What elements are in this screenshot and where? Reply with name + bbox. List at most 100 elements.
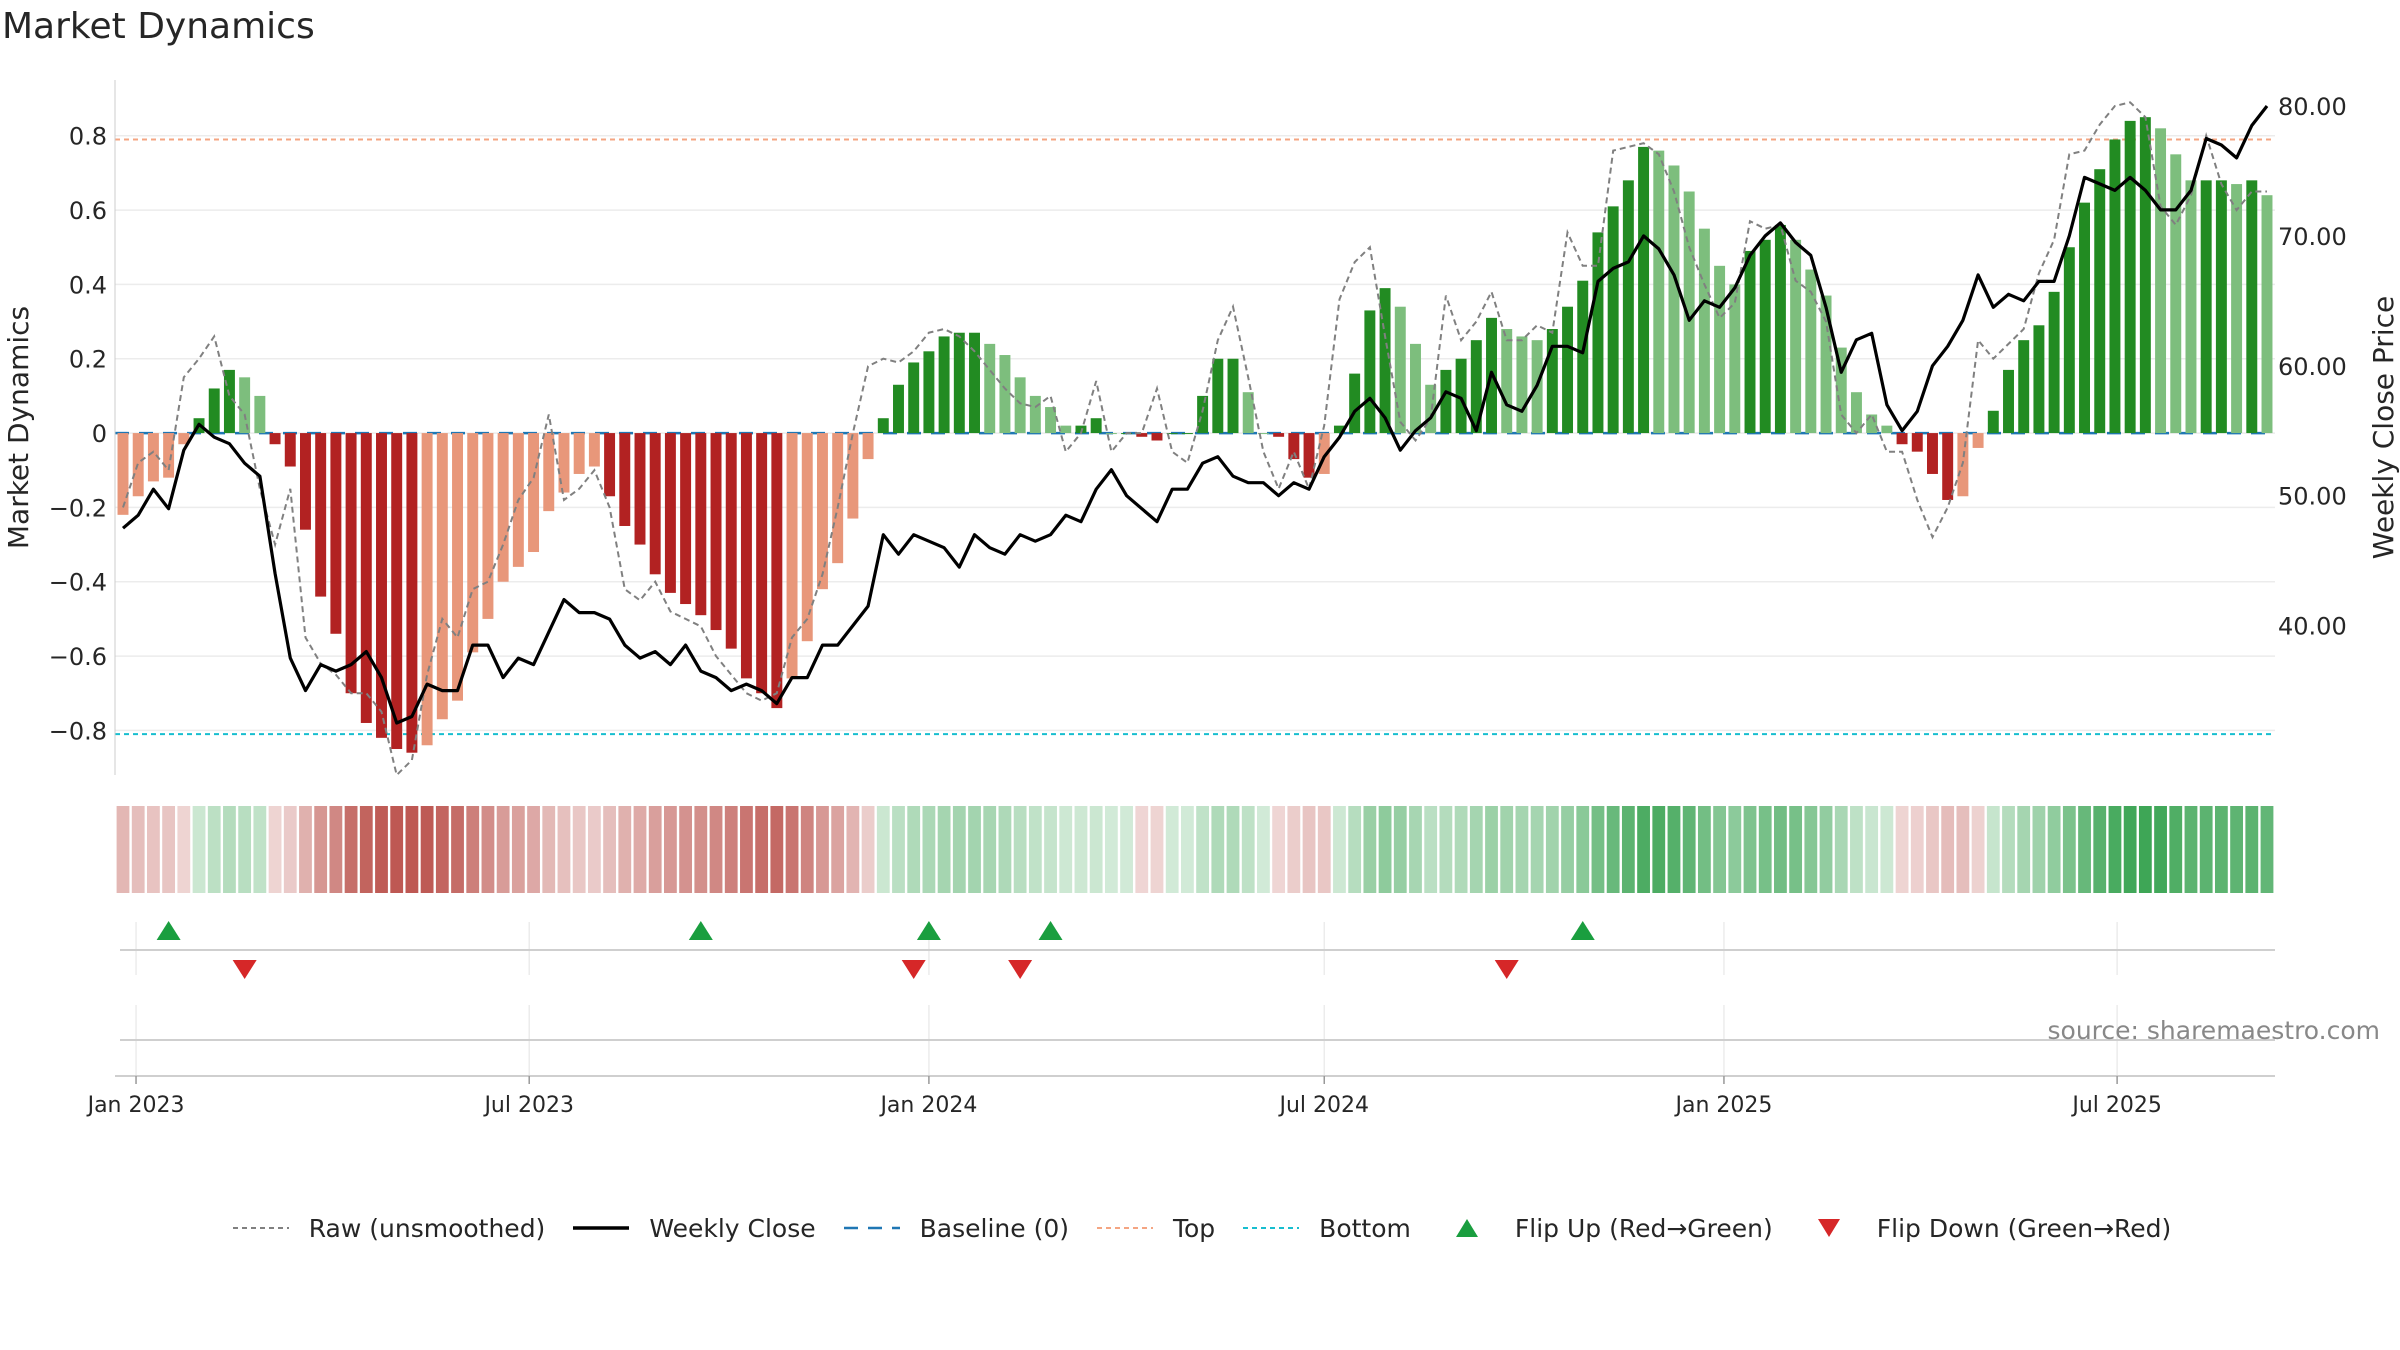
heat-cell	[998, 806, 1012, 893]
y-left-tick-label: 0	[92, 420, 107, 448]
bar	[315, 433, 327, 597]
legend-item-baseline: Baseline (0)	[840, 1214, 1069, 1243]
y-left-tick-label: −0.6	[49, 643, 107, 671]
heat-cell	[816, 806, 829, 893]
regime-heat-strip	[116, 806, 2274, 893]
heat-cell	[238, 806, 252, 893]
heat-cell	[481, 806, 495, 893]
source-credit: source: sharemaestro.com	[2047, 1016, 2381, 1045]
bar	[1014, 377, 1026, 434]
bar	[1333, 425, 1345, 434]
heat-cell	[1485, 806, 1498, 893]
heat-cell	[1317, 806, 1331, 893]
heat-cell	[1652, 806, 1666, 893]
legend-key-baseline	[843, 1226, 900, 1230]
heat-cell	[1135, 806, 1149, 893]
heat-cell	[1743, 806, 1757, 893]
heat-cell	[390, 806, 404, 893]
bar	[1394, 306, 1406, 434]
bar	[1075, 425, 1087, 434]
heat-cell	[375, 806, 388, 893]
bar	[1516, 336, 1528, 434]
bar	[2094, 169, 2106, 434]
heat-cell	[831, 806, 845, 893]
heat-cell	[131, 806, 145, 893]
heat-cell	[2199, 806, 2213, 893]
heat-cell	[2245, 806, 2259, 893]
heat-cell	[587, 806, 601, 893]
bar	[740, 433, 752, 679]
bar	[1942, 433, 1954, 500]
flip-down-marker	[1494, 960, 1519, 979]
bar	[847, 433, 859, 519]
heat-cell	[1682, 806, 1696, 893]
heat-cell	[968, 806, 981, 893]
bar	[680, 433, 692, 605]
heat-cell	[2078, 806, 2091, 893]
heat-cell	[496, 806, 510, 893]
heat-cell	[359, 806, 373, 893]
legend-item-close: Weekly Close	[569, 1213, 816, 1243]
bar	[1562, 306, 1574, 434]
bar	[1105, 433, 1117, 435]
bar	[953, 332, 965, 434]
bar	[771, 433, 783, 709]
bar	[1729, 284, 1741, 434]
heat-cell	[1606, 806, 1620, 893]
heat-cell	[1576, 806, 1590, 893]
x-tick-label: Jan 2023	[86, 1093, 185, 1118]
bar	[604, 433, 616, 497]
legend-label: Bottom	[1319, 1213, 1411, 1243]
bar	[391, 433, 403, 749]
legend-item-raw: Raw (unsmoothed)	[229, 1214, 545, 1243]
heat-cell	[572, 806, 586, 893]
bar	[1181, 433, 1193, 435]
heat-cell	[466, 806, 480, 893]
bar	[832, 433, 844, 564]
bar	[923, 351, 935, 434]
legend-label: Baseline (0)	[919, 1213, 1069, 1243]
x-tick-label: Jan 2025	[1673, 1093, 1772, 1118]
bar	[2200, 180, 2212, 434]
bar	[1318, 433, 1330, 474]
legend-key-top	[1096, 1227, 1153, 1229]
heat-cell	[1713, 806, 1726, 893]
heat-cell	[2123, 806, 2137, 893]
legend-key-raw	[232, 1227, 289, 1229]
bar	[1927, 433, 1938, 474]
heat-cell	[633, 806, 647, 893]
raw-series-line	[122, 101, 2267, 777]
bar	[862, 433, 874, 460]
heat-cell	[1424, 806, 1438, 893]
bar	[1881, 425, 1893, 434]
heat-cell	[451, 806, 464, 893]
heat-cell	[1819, 806, 1833, 893]
y-right-axis-title: Weekly Close Price	[2367, 296, 2400, 559]
bar	[254, 395, 266, 434]
heat-cell	[1697, 806, 1711, 893]
bar	[299, 433, 311, 530]
legend-label: Weekly Close	[649, 1213, 816, 1243]
flip-up-marker	[1038, 921, 1063, 940]
heat-cell	[1257, 806, 1270, 893]
heat-cell	[2184, 806, 2198, 893]
heat-cell	[329, 806, 343, 893]
heat-cell	[1895, 806, 1909, 893]
flip-down-marker	[901, 960, 926, 979]
bar	[543, 433, 555, 512]
y-left-tick-label: 0.4	[69, 271, 107, 299]
heat-cell	[1789, 806, 1803, 893]
heat-cell	[740, 806, 753, 893]
bar	[1349, 373, 1361, 434]
heat-cell	[207, 806, 221, 893]
y-left-axis-title: Market Dynamics	[2, 306, 35, 549]
bar	[269, 433, 281, 445]
bar	[2109, 139, 2121, 434]
bar	[1136, 433, 1148, 437]
bar	[1805, 269, 1817, 434]
bar	[223, 369, 235, 434]
bar	[816, 433, 828, 590]
x-tick-label: Jul 2024	[1277, 1093, 1369, 1118]
bar	[1212, 358, 1224, 434]
bar	[619, 433, 631, 526]
